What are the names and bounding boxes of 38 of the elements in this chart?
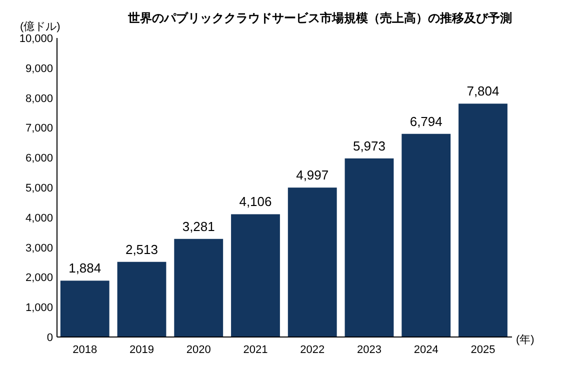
bar	[60, 280, 110, 337]
bar	[344, 158, 394, 337]
data-label: 3,281	[182, 218, 215, 234]
data-label: 7,804	[466, 84, 500, 99]
y-tick-label: 4,000	[25, 212, 53, 224]
y-tick-label: 2,000	[25, 272, 53, 284]
x-tick-label: 2025	[470, 344, 496, 356]
y-axis-title: (億ドル)	[20, 20, 60, 33]
data-label: 4,106	[239, 194, 272, 210]
y-tick-label: 7,000	[25, 122, 53, 135]
data-label: 1,884	[68, 260, 102, 276]
y-tick-label: 3,000	[25, 242, 53, 254]
data-label: 5,973	[352, 138, 386, 154]
data-label: 6,794	[410, 114, 442, 129]
bar	[402, 134, 451, 337]
data-label: 2,513	[125, 242, 158, 257]
x-axis-title: (年)	[516, 334, 534, 346]
data-label: 4,997	[296, 168, 329, 183]
bar	[288, 188, 337, 337]
x-tick-label: 2021	[243, 344, 268, 356]
x-tick-label: 2019	[130, 344, 154, 356]
bar	[174, 238, 224, 337]
y-tick-label: 5,000	[25, 182, 53, 194]
bar	[117, 262, 166, 337]
bar	[231, 214, 280, 337]
y-tick-label: 6,000	[25, 152, 53, 165]
x-tick-label: 2023	[357, 344, 382, 356]
x-tick-label: 2024	[414, 344, 438, 356]
x-tick-label: 2022	[300, 344, 325, 356]
y-tick-label: 0	[46, 332, 53, 344]
chart-title: 世界のパブリッククラウドサービス市場規模（売上高）の推移及び予測	[127, 11, 512, 25]
y-tick-label: 1,000	[25, 302, 53, 314]
y-tick-label: 8,000	[25, 92, 53, 105]
bar	[458, 104, 508, 337]
y-tick-label: 9,000	[25, 62, 53, 75]
x-tick-label: 2020	[186, 344, 211, 356]
x-tick-label: 2018	[72, 344, 98, 356]
y-tick-label: 10,000	[19, 33, 53, 45]
